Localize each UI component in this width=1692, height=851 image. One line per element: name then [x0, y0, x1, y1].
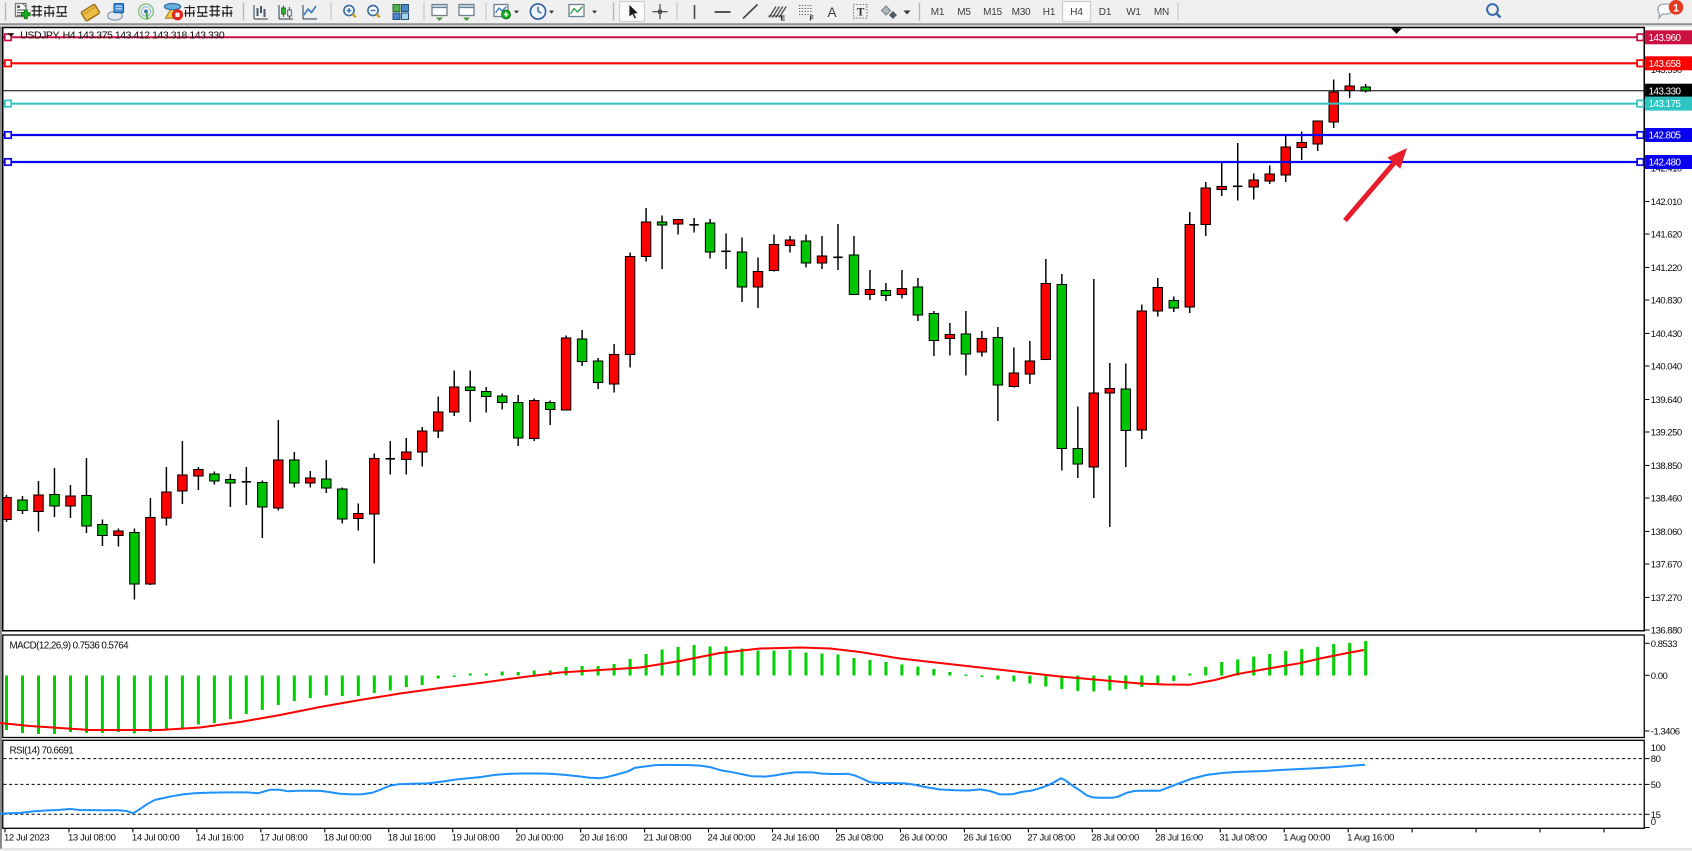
svg-text:15: 15	[1651, 810, 1661, 821]
svg-text:19 Jul 08:00: 19 Jul 08:00	[452, 833, 500, 844]
svg-text:143.590: 143.590	[1651, 65, 1682, 76]
svg-text:20 Jul 16:00: 20 Jul 16:00	[580, 833, 628, 844]
svg-text:20 Jul 00:00: 20 Jul 00:00	[516, 833, 564, 844]
svg-text:26 Jul 00:00: 26 Jul 00:00	[899, 833, 947, 844]
svg-text:27 Jul 08:00: 27 Jul 08:00	[1027, 833, 1075, 844]
svg-text:E: E	[781, 16, 786, 23]
svg-text:0.00: 0.00	[1651, 671, 1668, 682]
svg-text:28 Jul 00:00: 28 Jul 00:00	[1091, 833, 1139, 844]
svg-text:138.850: 138.850	[1651, 461, 1682, 472]
svg-text:M5: M5	[957, 7, 971, 18]
svg-text:137.670: 137.670	[1651, 560, 1682, 571]
svg-text:142.410: 142.410	[1651, 164, 1682, 175]
svg-text:18 Jul 00:00: 18 Jul 00:00	[324, 833, 372, 844]
svg-text:24 Jul 00:00: 24 Jul 00:00	[708, 833, 756, 844]
svg-text:137.270: 137.270	[1651, 593, 1682, 604]
svg-text:0.8533: 0.8533	[1651, 639, 1677, 650]
svg-text:RSI(14) 70.6691: RSI(14) 70.6691	[10, 745, 74, 756]
svg-text:142.805: 142.805	[1649, 131, 1682, 142]
svg-text:-1.3406: -1.3406	[1651, 727, 1680, 738]
svg-text:143.658: 143.658	[1649, 59, 1682, 70]
svg-text:142.010: 142.010	[1651, 197, 1682, 208]
svg-text:MACD(12,26,9) 0.7536 0.5764: MACD(12,26,9) 0.7536 0.5764	[10, 641, 130, 652]
svg-text:80: 80	[1651, 754, 1661, 765]
svg-text:1 Aug 16:00: 1 Aug 16:00	[1347, 833, 1394, 844]
svg-text:31 Jul 08:00: 31 Jul 08:00	[1219, 833, 1267, 844]
svg-text:D1: D1	[1099, 7, 1112, 18]
svg-text:25 Jul 08:00: 25 Jul 08:00	[835, 833, 883, 844]
svg-text:139.250: 139.250	[1651, 428, 1682, 439]
svg-text:140.830: 140.830	[1651, 296, 1682, 307]
svg-text:143.175: 143.175	[1649, 99, 1682, 110]
svg-text:13 Jul 08:00: 13 Jul 08:00	[68, 833, 116, 844]
svg-text:142.480: 142.480	[1649, 158, 1682, 169]
svg-text:18 Jul 16:00: 18 Jul 16:00	[388, 833, 436, 844]
svg-text:50: 50	[1651, 780, 1661, 791]
svg-text:138.060: 138.060	[1651, 527, 1682, 538]
svg-text:14 Jul 16:00: 14 Jul 16:00	[196, 833, 244, 844]
svg-text:M30: M30	[1012, 7, 1031, 18]
svg-text:A: A	[828, 5, 837, 20]
svg-text:136.880: 136.880	[1651, 626, 1682, 637]
svg-text:14 Jul 00:00: 14 Jul 00:00	[132, 833, 180, 844]
svg-text:H1: H1	[1043, 7, 1056, 18]
svg-text:24 Jul 16:00: 24 Jul 16:00	[772, 833, 820, 844]
svg-text:USDJPY, H4 143.375 143.412 14: USDJPY, H4 143.375 143.412 143.318 143.3…	[20, 30, 225, 42]
svg-text:140.040: 140.040	[1651, 362, 1682, 373]
svg-text:143.960: 143.960	[1649, 33, 1682, 44]
svg-text:M1: M1	[931, 7, 945, 18]
svg-text:1 Aug 00:00: 1 Aug 00:00	[1283, 833, 1330, 844]
svg-text:W1: W1	[1126, 7, 1141, 18]
svg-text:140.430: 140.430	[1651, 329, 1682, 340]
svg-text:141.620: 141.620	[1651, 230, 1682, 241]
svg-text:100: 100	[1651, 743, 1666, 754]
svg-text:F: F	[810, 16, 815, 23]
svg-text:141.220: 141.220	[1651, 263, 1682, 274]
svg-text:12 Jul 2023: 12 Jul 2023	[4, 833, 49, 844]
svg-text:139.640: 139.640	[1651, 395, 1682, 406]
svg-text:M15: M15	[983, 7, 1002, 18]
svg-text:143.330: 143.330	[1649, 86, 1682, 97]
svg-text:28 Jul 16:00: 28 Jul 16:00	[1155, 833, 1203, 844]
svg-text:17 Jul 08:00: 17 Jul 08:00	[260, 833, 308, 844]
svg-text:21 Jul 08:00: 21 Jul 08:00	[644, 833, 692, 844]
svg-text:26 Jul 16:00: 26 Jul 16:00	[963, 833, 1011, 844]
svg-text:H4: H4	[1070, 7, 1083, 18]
svg-text:1: 1	[1673, 2, 1679, 14]
svg-text:MN: MN	[1154, 7, 1169, 18]
svg-text:T: T	[857, 7, 865, 19]
svg-text:138.460: 138.460	[1651, 494, 1682, 505]
svg-text:0: 0	[1651, 817, 1656, 828]
